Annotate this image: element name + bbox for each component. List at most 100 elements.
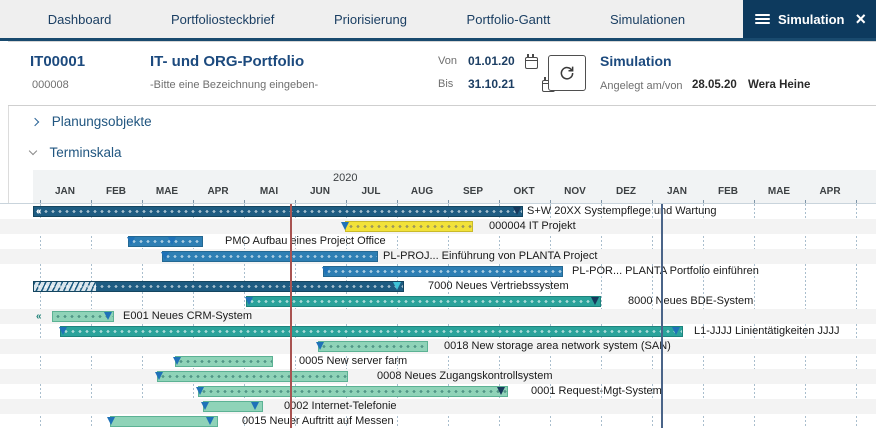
active-tab-label: Simulation (778, 11, 845, 27)
gantt-bar[interactable] (318, 341, 428, 352)
nav-item-portfoliosteckbrief[interactable]: Portfoliosteckbrief (171, 11, 275, 27)
gantt-bar[interactable] (162, 251, 378, 262)
gantt-row: 7000 Neues Vertriebssystem (0, 279, 876, 294)
month-label: NOV (564, 186, 586, 197)
milestone-triangle-icon (160, 252, 169, 260)
gantt-row: PL-POR... PLANTA Portfolio einführen (0, 264, 876, 279)
gantt-bar-label: 0002 Internet-Telefonie (284, 400, 397, 412)
milestone-triangle-icon (244, 297, 253, 305)
gantt-bar[interactable] (175, 356, 273, 367)
gantt-bar[interactable] (323, 266, 563, 277)
created-label: Angelegt am/von (600, 80, 683, 92)
gantt-bar[interactable] (33, 206, 523, 217)
month-label: SEP (462, 186, 484, 197)
gantt-bar[interactable] (157, 371, 348, 382)
tab-simulation-active[interactable]: Simulation × (743, 0, 876, 38)
gantt-bar[interactable] (128, 236, 203, 247)
milestone-triangle-icon (103, 312, 112, 320)
section-planungsobjekte[interactable]: Planungsobjekte (30, 114, 152, 129)
gantt-bar[interactable] (345, 221, 473, 232)
calendar-icon[interactable] (525, 54, 538, 69)
nav-item-priorisierung[interactable]: Priorisierung (333, 11, 407, 27)
month-tick (294, 200, 296, 203)
gantt-row: PMO Aufbau eines Project Office (0, 234, 876, 249)
month-label: APR (819, 186, 841, 197)
refresh-icon (560, 66, 574, 80)
nav-accent-line (0, 38, 876, 41)
simulation-panel-title: Simulation (600, 53, 672, 69)
gantt-bar[interactable] (198, 386, 508, 397)
portfolio-id: IT00001 (30, 53, 86, 70)
gantt-timeline-header: 2020 JAN FEB MAE APR MAI JUN JUL AUG SEP OKT NOV DE… (33, 170, 876, 203)
gantt-bar[interactable] (60, 326, 683, 337)
month-tick (192, 200, 194, 203)
gantt-bar-label: E001 Neues CRM-System (123, 310, 252, 322)
created-by: Wera Heine (748, 79, 811, 91)
milestone-triangle-icon (205, 417, 214, 425)
nav-item-portfolio-gantt[interactable]: Portfolio-Gantt (466, 11, 551, 27)
milestone-triangle-icon (250, 402, 259, 410)
month-tick (396, 200, 398, 203)
month-label: MAI (259, 186, 279, 197)
gantt-row: 0008 Neues Zugangskontrollsystem (0, 369, 876, 384)
month-label: APR (207, 186, 229, 197)
portfolio-subtitle[interactable]: -Bitte eine Bezeichnung eingeben- (150, 79, 319, 91)
milestone-triangle-icon (126, 237, 135, 245)
gantt-bar-label: 0005 New server farm (299, 355, 408, 367)
month-label: JUN (309, 186, 331, 197)
gantt-row: 8000 Neues BDE-System (0, 294, 876, 309)
gantt-row: 000004 IT Projekt (0, 219, 876, 234)
milestone-triangle-icon (58, 327, 67, 335)
gantt-row: 0001 Request-Mgt-System (0, 384, 876, 399)
month-label: FEB (718, 186, 738, 197)
milestone-triangle-icon (167, 237, 176, 245)
von-date-field[interactable]: 01.01.20 (468, 54, 515, 68)
portfolio-code: 000008 (32, 79, 69, 91)
month-label: MAE (767, 186, 791, 197)
section-label: Planungsobjekte (51, 114, 152, 129)
top-nav-bar: Dashboard Portfoliosteckbrief Priorisierun… (0, 0, 876, 38)
gantt-bar-label: L1-JJJJ Linientätigkeiten JJJJ (694, 325, 840, 337)
gantt-bar-label: 0001 Request-Mgt-System (531, 385, 662, 397)
month-tick (90, 200, 92, 203)
month-tick (753, 200, 755, 203)
milestone-triangle-icon (154, 372, 163, 380)
gantt-bar[interactable] (110, 416, 218, 427)
gantt-bar[interactable] (246, 296, 601, 307)
nav-item-dashboard[interactable]: Dashboard (47, 11, 112, 27)
gantt-bar[interactable] (52, 311, 114, 322)
month-label: FEB (106, 186, 126, 197)
gantt-bar[interactable] (33, 281, 404, 292)
month-label: DEZ (616, 186, 636, 197)
month-tick (447, 200, 449, 203)
gantt-bar-label: S+W 20XX Systempflege und Wartung (527, 205, 717, 217)
gantt-bar-label: 0018 New storage area network system (SA… (444, 340, 671, 352)
close-icon[interactable]: × (855, 9, 866, 29)
milestone-triangle-icon (590, 297, 599, 305)
chevron-down-icon (28, 146, 38, 156)
section-terminskala[interactable]: Terminskala (28, 145, 122, 160)
portfolio-header-card: IT00001 000008 IT- und ORG-Portfolio -Bi… (8, 41, 876, 106)
milestone-triangle-icon (496, 387, 505, 395)
gantt-bar-label: 0008 Neues Zugangskontrollsystem (377, 370, 553, 382)
month-label: AUG (410, 186, 434, 197)
milestone-triangle-icon (200, 402, 209, 410)
refresh-button[interactable] (548, 55, 586, 91)
portfolio-title: IT- und ORG-Portfolio (150, 53, 305, 70)
month-label: JAN (666, 186, 688, 197)
bis-date-field[interactable]: 31.10.21 (468, 77, 515, 91)
milestone-triangle-icon (172, 357, 181, 365)
hatch-pattern (34, 282, 96, 291)
milestone-triangle-icon (321, 267, 330, 275)
gantt-row: 0015 Neuer Auftritt auf Messen (0, 414, 876, 428)
hamburger-menu-icon[interactable] (755, 13, 770, 25)
continues-left-icon: « (36, 206, 41, 217)
von-label: Von (438, 55, 457, 67)
month-tick (141, 200, 143, 203)
month-tick (600, 200, 602, 203)
nav-item-simulationen[interactable]: Simulationen (609, 11, 686, 27)
gantt-bar-label: 8000 Neues BDE-System (628, 295, 754, 307)
gantt-bar-label: PL-POR... PLANTA Portfolio einführen (572, 265, 759, 277)
month-tick (498, 200, 500, 203)
